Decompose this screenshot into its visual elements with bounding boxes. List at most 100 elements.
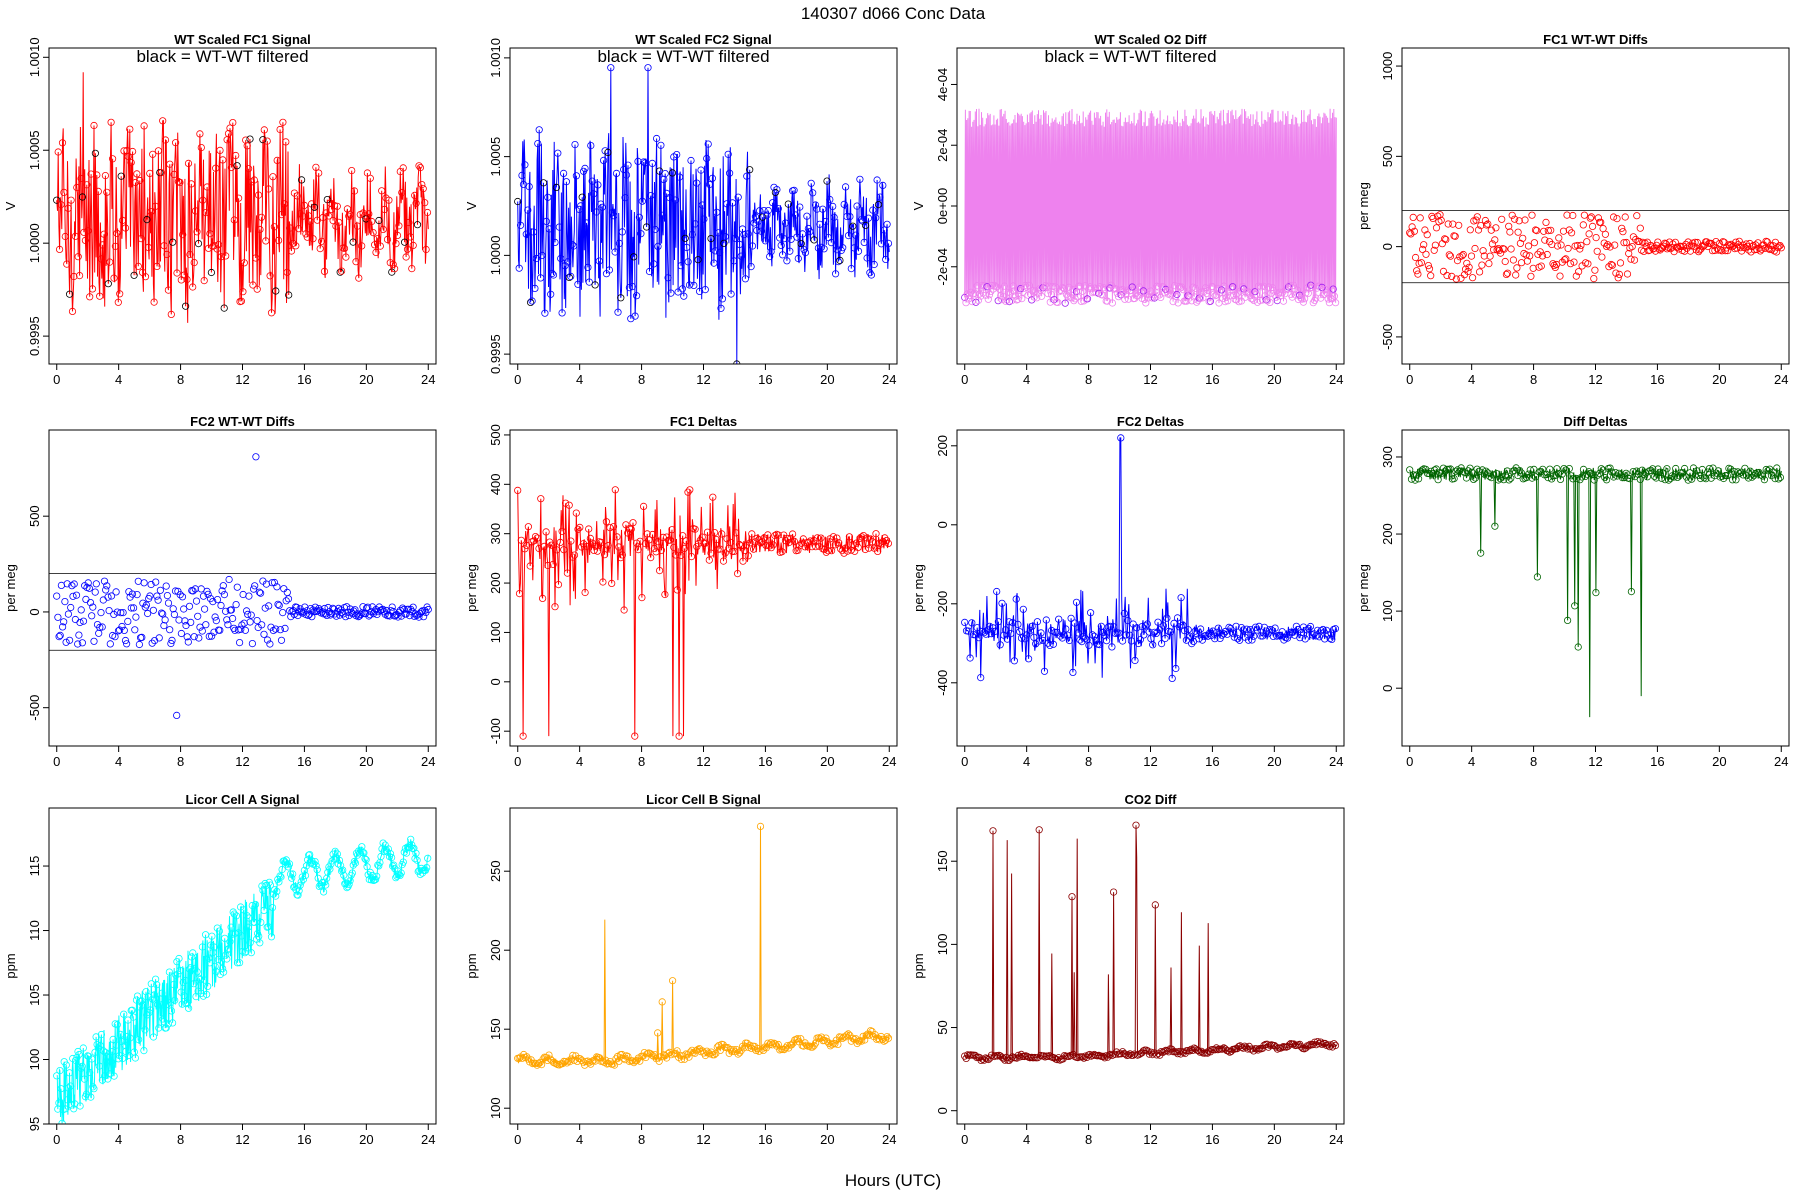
data-point	[178, 1000, 186, 1008]
data-point	[297, 176, 306, 184]
data-point	[74, 1047, 82, 1056]
data-point	[731, 234, 740, 242]
data-point	[700, 215, 708, 223]
data-point	[88, 1055, 96, 1063]
data-point	[1040, 667, 1049, 675]
data-point	[1331, 625, 1340, 633]
data-point	[661, 590, 669, 599]
data-point	[757, 227, 765, 235]
data-point	[196, 130, 204, 138]
data-point	[1417, 259, 1426, 267]
data-point	[1074, 629, 1082, 637]
data-point	[77, 606, 85, 614]
data-point	[613, 533, 621, 541]
y-tick-label: 100	[27, 1049, 42, 1071]
chart-title: Diff Deltas	[1563, 414, 1627, 429]
data-point	[359, 603, 367, 611]
data-point	[1630, 256, 1639, 264]
data-point	[812, 543, 820, 551]
data-point	[1244, 636, 1253, 644]
data-point	[751, 538, 760, 546]
data-point	[1593, 247, 1601, 255]
data-point	[529, 228, 538, 236]
data-point	[1049, 640, 1058, 648]
x-tick-label: 20	[1267, 1132, 1281, 1147]
data-point	[684, 258, 692, 266]
data-point	[1711, 472, 1719, 480]
data-point	[537, 495, 545, 503]
data-point	[417, 608, 425, 616]
data-point	[1574, 643, 1582, 651]
x-tick-label: 16	[1205, 754, 1219, 769]
data-point	[552, 183, 561, 191]
data-point	[1191, 284, 1200, 292]
data-point	[1730, 467, 1738, 476]
data-point	[61, 1105, 69, 1113]
data-point	[866, 269, 874, 277]
data-point	[144, 609, 152, 618]
data-point	[1056, 632, 1065, 640]
data-point	[138, 997, 146, 1005]
data-point	[670, 543, 678, 551]
data-point	[300, 866, 308, 875]
plot-frame	[48, 429, 437, 747]
data-point	[110, 610, 118, 619]
data-point	[184, 159, 193, 167]
data-point	[231, 929, 239, 937]
data-point	[251, 900, 260, 909]
data-point	[668, 977, 677, 985]
data-point	[661, 170, 669, 178]
data-point	[648, 1051, 656, 1059]
x-tick-label: 0	[961, 754, 968, 769]
data-point	[135, 1036, 143, 1044]
data-point	[1491, 522, 1499, 530]
data-point	[1502, 270, 1511, 278]
data-point	[71, 232, 80, 240]
data-point	[853, 202, 861, 210]
data-point	[1619, 228, 1627, 236]
data-point	[288, 874, 296, 882]
data-point	[983, 283, 991, 291]
data-point	[337, 267, 346, 275]
data-point	[1615, 270, 1624, 278]
data-point	[273, 887, 281, 896]
data-point	[1487, 226, 1495, 234]
data-point	[972, 298, 980, 306]
data-point	[1434, 476, 1442, 484]
data-point	[1527, 272, 1535, 280]
data-point	[58, 1119, 66, 1124]
data-point	[365, 210, 373, 218]
data-point	[1505, 222, 1513, 230]
data-point	[1724, 247, 1732, 255]
x-tick-label: 8	[1085, 372, 1092, 387]
data-point	[1712, 469, 1721, 477]
y-tick-label: 0	[935, 521, 950, 528]
data-point	[393, 231, 402, 239]
data-point	[149, 1033, 158, 1041]
data-point	[95, 629, 103, 637]
data-point	[1253, 298, 1262, 306]
data-point	[266, 881, 274, 889]
data-point	[876, 193, 884, 201]
data-point	[152, 975, 160, 983]
data-point	[1131, 656, 1139, 665]
data-point	[1081, 1052, 1090, 1060]
data-point	[756, 822, 765, 831]
data-point	[1409, 213, 1417, 221]
data-point	[765, 542, 774, 550]
data-point	[181, 617, 189, 625]
series-group	[514, 822, 893, 1069]
data-point	[735, 240, 744, 248]
data-point	[399, 858, 407, 866]
data-point	[704, 140, 712, 148]
data-point	[1507, 245, 1515, 253]
x-tick-label: 20	[359, 372, 373, 387]
data-point	[113, 1021, 121, 1029]
data-point	[813, 534, 822, 542]
data-point	[275, 601, 283, 610]
data-point	[1537, 262, 1545, 270]
data-point	[1420, 241, 1428, 249]
y-tick-label: 100	[1380, 600, 1395, 622]
data-point	[56, 1067, 64, 1075]
data-point	[675, 732, 683, 740]
